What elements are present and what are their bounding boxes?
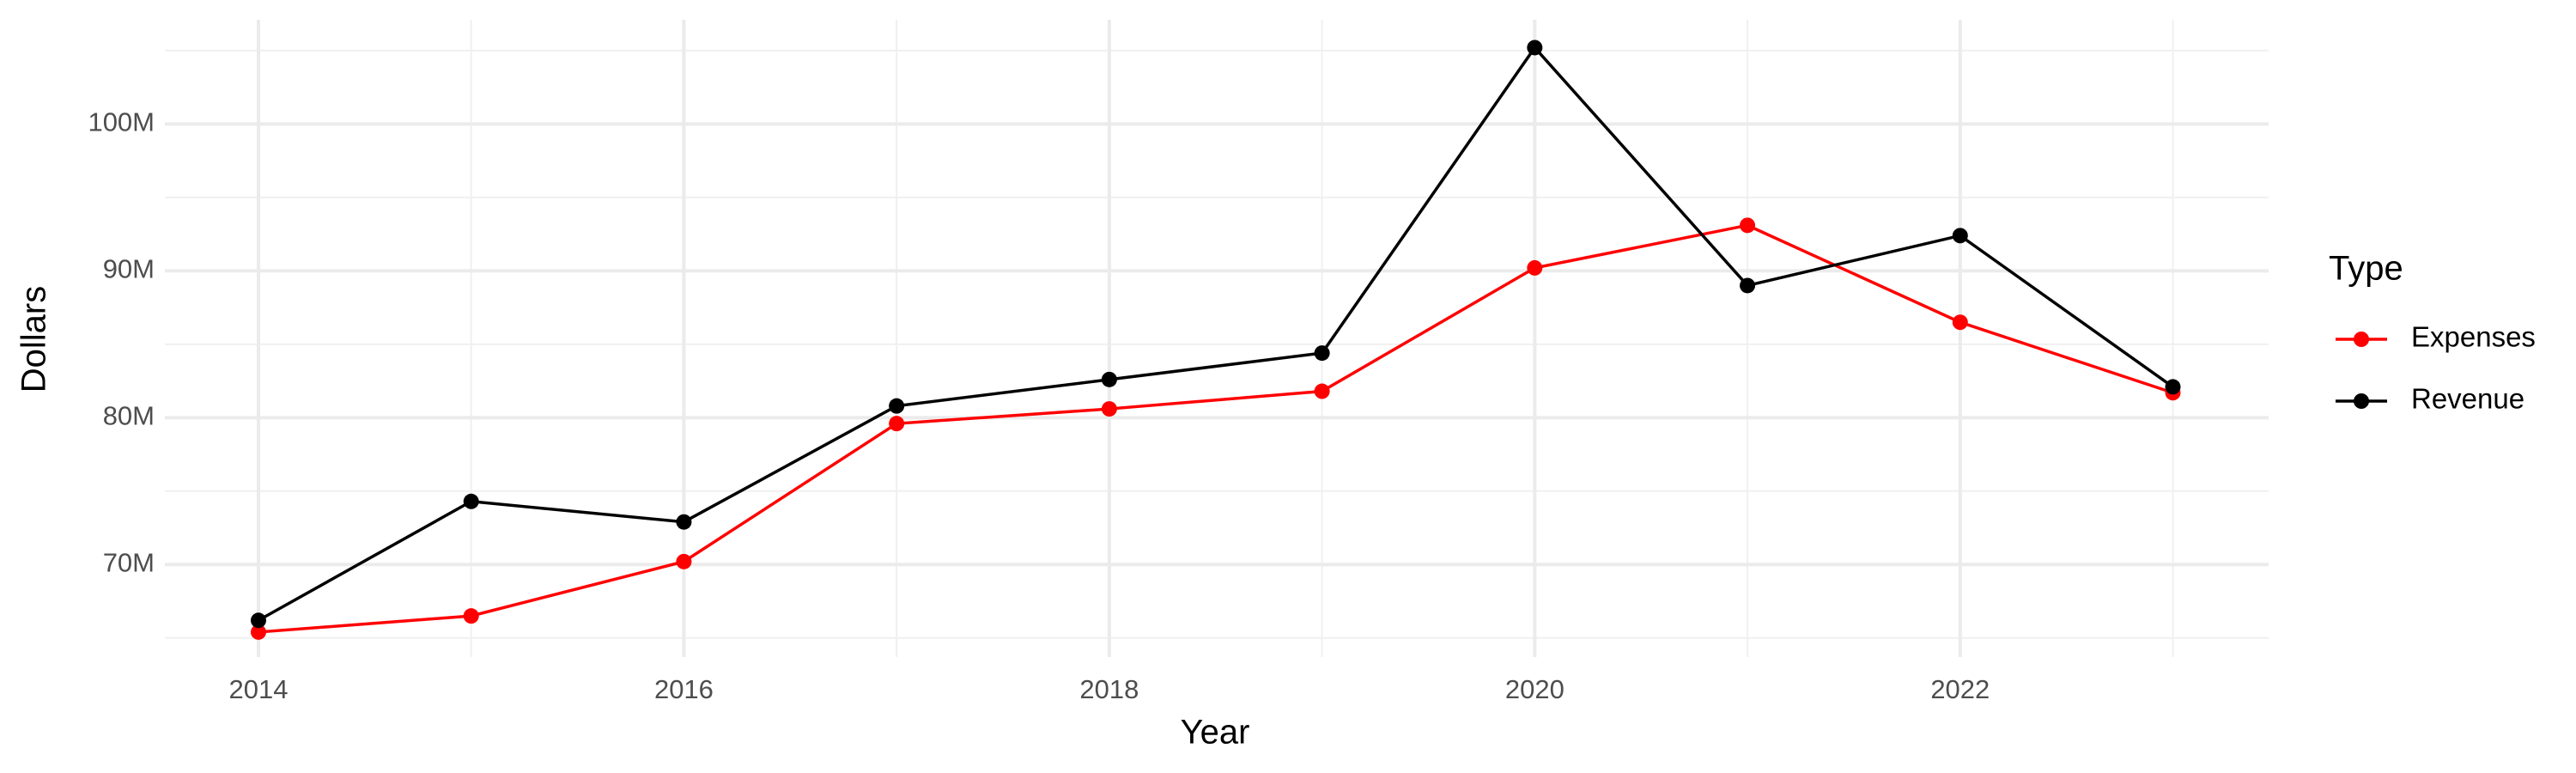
x-tick-label: 2014 bbox=[229, 674, 289, 704]
point bbox=[676, 553, 692, 569]
y-axis-label: Dollars bbox=[15, 286, 53, 393]
point bbox=[1952, 228, 1968, 244]
point bbox=[2165, 379, 2181, 395]
point bbox=[1527, 40, 1543, 56]
x-tick-label: 2020 bbox=[1505, 674, 1564, 704]
point bbox=[1314, 383, 1330, 399]
legend-label: Revenue bbox=[2411, 383, 2524, 415]
point bbox=[1527, 259, 1543, 276]
point bbox=[1952, 314, 1968, 331]
point bbox=[463, 493, 479, 509]
point bbox=[676, 514, 692, 530]
y-tick-label: 100M bbox=[88, 107, 155, 137]
x-tick-label: 2016 bbox=[654, 674, 714, 704]
series-line bbox=[258, 45, 2174, 622]
legend-title: Type bbox=[2329, 250, 2403, 288]
y-tick-label: 90M bbox=[103, 254, 155, 284]
y-tick-label: 70M bbox=[103, 547, 155, 577]
point bbox=[1740, 277, 1756, 294]
legend-label: Expenses bbox=[2411, 321, 2536, 353]
legend-point bbox=[2354, 393, 2369, 409]
point bbox=[1101, 401, 1117, 417]
x-axis-label: Year bbox=[1181, 714, 1250, 752]
x-tick-label: 2018 bbox=[1079, 674, 1139, 704]
legend-point bbox=[2354, 332, 2369, 347]
point bbox=[1101, 371, 1117, 387]
point bbox=[889, 416, 905, 432]
point bbox=[889, 398, 905, 414]
series-line bbox=[258, 223, 2174, 634]
point bbox=[250, 612, 266, 629]
point bbox=[1314, 345, 1330, 362]
point bbox=[250, 624, 266, 640]
x-tick-label: 2022 bbox=[1930, 674, 1990, 704]
y-tick-label: 80M bbox=[103, 401, 155, 431]
point bbox=[463, 608, 479, 624]
point bbox=[1740, 217, 1756, 234]
